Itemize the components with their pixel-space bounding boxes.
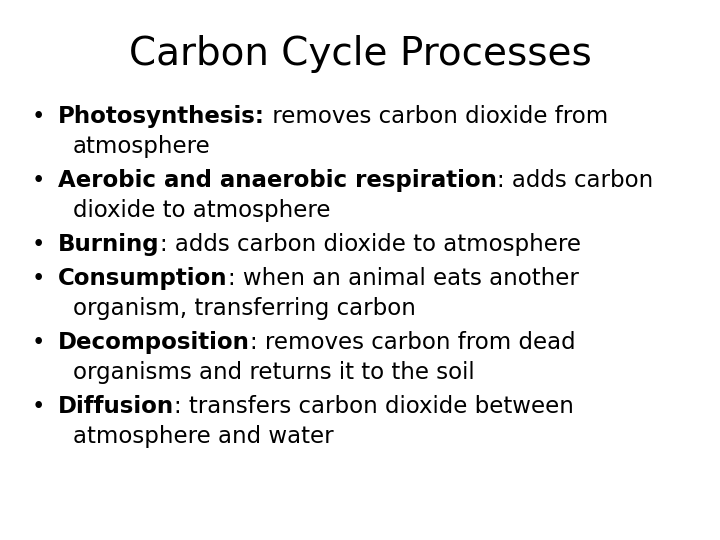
Text: : adds carbon: : adds carbon [497,169,653,192]
Text: •: • [31,233,45,256]
Text: Diffusion: Diffusion [58,395,174,418]
Text: atmosphere: atmosphere [73,135,211,158]
Text: Aerobic and anaerobic respiration: Aerobic and anaerobic respiration [58,169,497,192]
Text: •: • [31,331,45,354]
Text: : transfers carbon dioxide between: : transfers carbon dioxide between [174,395,574,418]
Text: dioxide to atmosphere: dioxide to atmosphere [73,199,330,222]
Text: Decomposition: Decomposition [58,331,250,354]
Text: •: • [31,267,45,290]
Text: •: • [31,395,45,418]
Text: •: • [31,169,45,192]
Text: organisms and returns it to the soil: organisms and returns it to the soil [73,361,474,384]
Text: •: • [31,105,45,128]
Text: Consumption: Consumption [58,267,228,290]
Text: : when an animal eats another: : when an animal eats another [228,267,578,290]
Text: Photosynthesis:: Photosynthesis: [58,105,265,128]
Text: Carbon Cycle Processes: Carbon Cycle Processes [129,35,591,73]
Text: removes carbon dioxide from: removes carbon dioxide from [265,105,608,128]
Text: : removes carbon from dead: : removes carbon from dead [250,331,575,354]
Text: : adds carbon dioxide to atmosphere: : adds carbon dioxide to atmosphere [160,233,580,256]
Text: Burning: Burning [58,233,160,256]
Text: atmosphere and water: atmosphere and water [73,425,333,448]
Text: organism, transferring carbon: organism, transferring carbon [73,297,416,320]
